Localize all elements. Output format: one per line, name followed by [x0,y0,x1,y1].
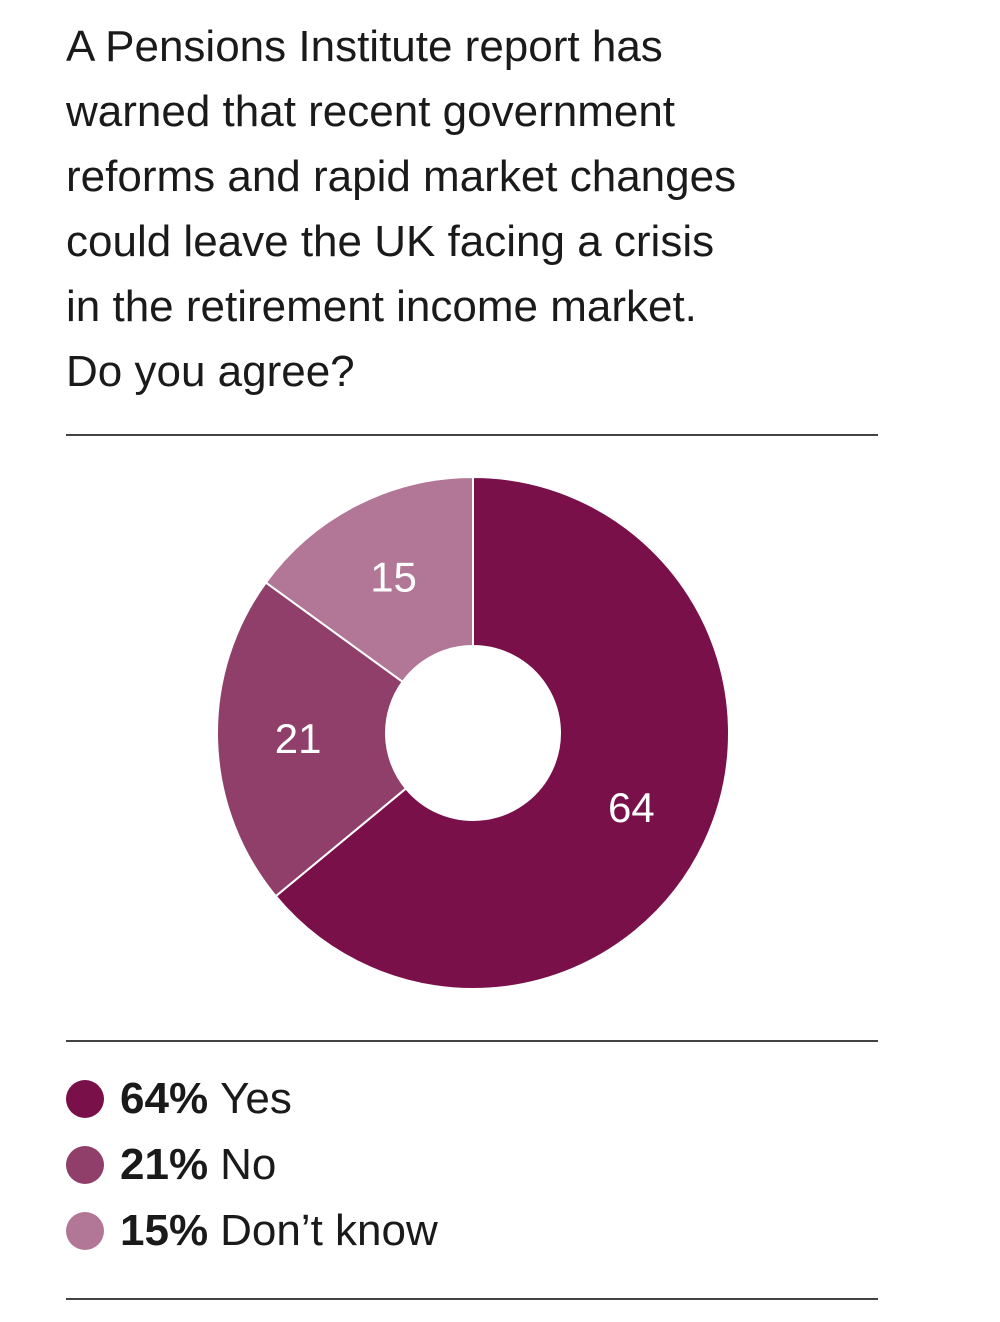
donut-slice-yes [274,475,730,990]
legend-item-yes: 64% Yes [66,1066,438,1132]
legend-percent-yes: 64% [120,1074,209,1123]
legend-label-yes: Yes [220,1074,292,1123]
slice-label-yes: 64 [608,784,655,831]
slice-label-no: 21 [275,715,322,762]
donut-slice-no [216,581,408,898]
bottom-divider [66,1298,878,1300]
legend-swatch-no [66,1146,104,1184]
legend-swatch-dont-know [66,1212,104,1250]
donut-chart: 64 21 15 [216,475,730,990]
donut-slice-dont-know [264,475,474,684]
question-text: A Pensions Institute report has warned t… [66,22,737,396]
legend-percent-no: 21% [120,1140,209,1189]
legend-label-dont-know: Don’t know [220,1206,438,1255]
legend: 64% Yes 21% No 15% Don’t know [66,1066,438,1264]
slice-label-dont-know: 15 [370,554,417,601]
top-divider [66,434,878,436]
middle-divider [66,1040,878,1042]
legend-swatch-yes [66,1080,104,1118]
legend-percent-dont-know: 15% [120,1206,209,1255]
legend-label-no: No [220,1140,277,1189]
legend-item-dont-know: 15% Don’t know [66,1198,438,1264]
legend-item-no: 21% No [66,1132,438,1198]
